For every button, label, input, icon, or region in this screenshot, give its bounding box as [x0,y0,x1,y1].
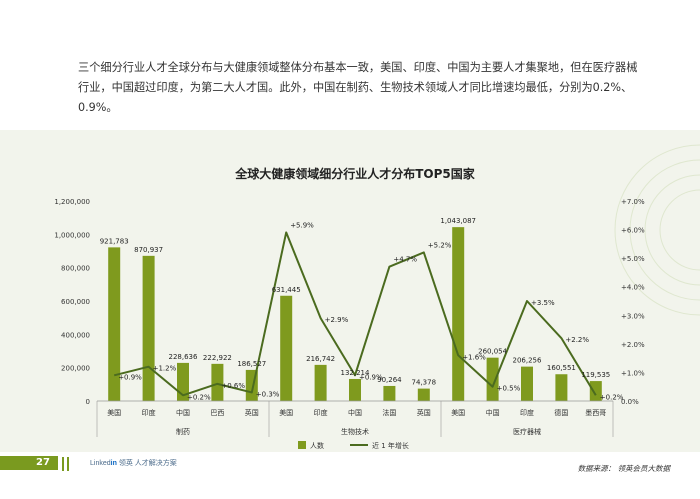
bar-value-label: 260,054 [478,348,507,356]
bar [314,364,327,401]
y-left-tick-label: 400,000 [61,331,90,339]
growth-value-label: +0.2% [187,393,211,401]
bar-value-label: 74,378 [412,379,437,387]
bar-value-label: 160,551 [547,364,576,372]
x-tick-label: 印度 [314,408,328,417]
bar [417,388,430,401]
bar [383,385,396,401]
growth-value-label: +4.7% [393,256,417,264]
data-source: 数据来源： 领英会员大数据 [577,464,670,473]
growth-line [113,231,597,397]
growth-value-label: +0.6% [221,382,245,390]
y-left-tick-label: 1,000,000 [54,231,90,239]
footer-bar [0,456,58,470]
bar-value-label: 631,445 [272,286,301,294]
y-right-tick-label: +7.0% [621,198,645,206]
bar-value-label: 216,742 [306,355,335,363]
group-label: 生物技术 [341,427,369,436]
bar [555,374,568,401]
x-tick-label: 德国 [554,408,568,417]
growth-value-label: +1.6% [462,353,486,361]
legend-bar-swatch [298,441,306,449]
bar-value-label: 222,922 [203,354,232,362]
intro-paragraph: 三个细分行业人才全球分布与大健康领域整体分布基本一致，美国、印度、中国为主要人才… [78,61,638,114]
page-number: 27 [36,457,50,468]
bar-value-label: 870,937 [134,246,163,254]
group-label: 医疗器械 [513,427,541,436]
growth-value-label: +0.9% [118,373,142,381]
growth-value-label: +5.9% [290,221,314,229]
bar-value-label: 921,783 [100,237,129,245]
y-right-tick-label: +3.0% [621,312,645,320]
x-tick-label: 美国 [107,408,121,417]
growth-value-label: +2.2% [565,336,589,344]
bar [177,362,189,401]
y-left-tick-label: 200,000 [61,365,90,373]
x-tick-label: 巴西 [210,409,224,417]
bar-value-label: 1,043,087 [440,217,476,225]
bar [486,357,499,401]
x-tick-label: 印度 [142,408,156,417]
x-tick-label: 中国 [176,408,190,417]
bar-value-label: 186,527 [237,360,266,368]
y-right-tick-label: +5.0% [621,255,645,263]
growth-value-label: +0.3% [256,390,280,398]
bar [211,363,224,401]
growth-value-label: +0.5% [497,385,521,393]
group-label: 制药 [176,427,190,436]
bar [280,295,293,401]
legend-bar-label: 人数 [310,441,324,450]
y-right-tick-label: +1.0% [621,369,645,377]
y-left-tick-label: 0 [86,398,90,406]
legend-line-label: 近 1 年增长 [372,441,409,450]
y-right-tick-label: +2.0% [621,341,645,349]
x-tick-label: 中国 [486,408,500,417]
x-tick-label: 印度 [520,408,534,417]
bar [142,255,155,401]
y-right-tick-label: +4.0% [621,284,645,292]
bar [452,227,465,401]
growth-value-label: +5.2% [428,241,452,249]
bar [349,378,361,401]
x-tick-label: 美国 [279,408,293,417]
y-right-tick-label: +6.0% [621,227,645,235]
y-left-tick-label: 1,200,000 [54,198,90,206]
footer-ticks [62,456,72,475]
bar-value-label: 119,535 [581,371,610,379]
growth-value-label: +0.9% [359,373,383,381]
x-tick-label: 英国 [417,408,431,417]
bar [108,247,121,401]
x-tick-label: 中国 [348,408,362,417]
bar-value-label: 132,214 [341,369,370,377]
y-left-tick-label: 600,000 [61,298,90,306]
growth-value-label: +0.2% [600,393,624,401]
growth-value-label: +1.2% [153,365,177,373]
x-tick-label: 美国 [451,408,465,417]
decorative-circles [614,144,700,316]
x-tick-label: 英国 [245,408,259,417]
x-tick-label: 墨西哥 [585,409,606,417]
x-tick-label: 法国 [382,408,396,417]
y-right-tick-label: 0.0% [621,398,639,406]
growth-value-label: +3.5% [531,299,555,307]
bar [245,369,258,401]
chart-title: 全球大健康领域细分行业人才分布TOP5国家 [234,166,476,181]
growth-value-label: +2.9% [325,316,349,324]
bar [589,381,602,401]
bar-value-label: 206,256 [513,357,542,365]
y-left-tick-label: 800,000 [61,265,90,273]
bar [521,366,533,401]
bar-value-label: 90,264 [377,376,402,384]
brand-logo: Linkedin 领英 人才解决方案 [90,460,177,467]
bar-value-label: 228,636 [169,353,198,361]
